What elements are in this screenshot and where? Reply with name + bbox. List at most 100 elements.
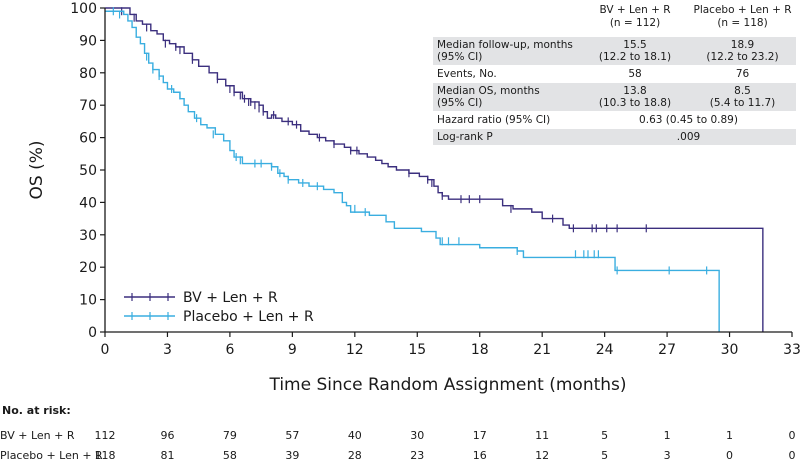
stats-row-value-placebo: 8.5 (5.4 to 11.7)	[689, 83, 796, 111]
x-tick-label: 9	[288, 342, 297, 358]
stats-row-value-bv-line: 15.5	[623, 39, 647, 51]
stats-row-value-bv-line: 58	[628, 68, 642, 80]
x-tick-label: 33	[783, 342, 800, 358]
at-risk-count: 5	[601, 449, 609, 462]
stats-row-value-line: 0.63 (0.45 to 0.89)	[639, 114, 738, 126]
stats-row-value: 0.63 (0.45 to 0.89)	[581, 112, 796, 128]
y-tick-label: 70	[79, 98, 97, 114]
stats-row: Median OS, months (95% CI) 13.8 (10.3 to 18…	[433, 82, 796, 111]
y-tick-label: 40	[79, 195, 97, 211]
stats-row-value-placebo: 76	[689, 66, 796, 82]
stats-header-bv-n: (n = 112)	[609, 17, 661, 29]
stats-row-value-bv-line: 13.8	[623, 85, 647, 97]
stats-row-value-placebo-line: 18.9	[730, 39, 755, 51]
x-tick-label: 18	[471, 342, 489, 358]
x-axis-title: Time Since Random Assignment (months)	[268, 375, 626, 395]
stats-header-blank	[433, 2, 581, 36]
x-tick-label: 21	[533, 342, 551, 358]
at-risk-count: 39	[285, 449, 300, 462]
stats-row: Median follow-up, months (95% CI) 15.5 (12.…	[433, 36, 796, 65]
stats-row: Events, No. 58 76	[433, 65, 796, 82]
at-risk-row: BV + Len + R 112 96 79 57 40 30 17 11 5 1 1 0	[0, 429, 800, 443]
y-tick-label: 30	[79, 228, 97, 244]
legend: BV + Len + R Placebo + Len + R	[124, 290, 314, 325]
at-risk-count: 1	[663, 429, 671, 442]
at-risk-count: 118	[94, 449, 116, 462]
y-tick-label: 50	[79, 163, 97, 179]
x-tick-label: 0	[101, 342, 110, 358]
stats-row-label: Median OS, months (95% CI)	[433, 83, 581, 111]
stats-header-placebo: Placebo + Len + R (n = 118)	[689, 2, 796, 36]
stats-row-value-placebo-line: (5.4 to 11.7)	[709, 97, 776, 109]
x-tick-label: 24	[596, 342, 614, 358]
stats-row: Hazard ratio (95% CI) 0.63 (0.45 to 0.89)	[433, 111, 796, 128]
stats-row-label: Events, No.	[433, 66, 581, 82]
stats-row-label-line: Events, No.	[437, 68, 497, 80]
x-tick-label: 30	[721, 342, 739, 358]
at-risk-count: 11	[535, 429, 550, 442]
at-risk-count: 3	[663, 449, 671, 462]
at-risk-count: 0	[788, 449, 796, 462]
x-tick-label: 27	[658, 342, 676, 358]
at-risk-count: 79	[222, 429, 237, 442]
stats-row-label-line: Hazard ratio (95% CI)	[437, 114, 551, 126]
stats-row-value-placebo-line: (12.2 to 23.2)	[706, 51, 779, 63]
y-tick-label: 60	[79, 131, 97, 147]
y-tick-label: 100	[70, 1, 97, 17]
stats-row-value-bv-line: (10.3 to 18.8)	[598, 97, 672, 109]
at-risk-count: 96	[160, 429, 175, 442]
stats-header-placebo-name: Placebo + Len + R	[693, 4, 792, 16]
at-risk-count: 0	[726, 449, 734, 462]
at-risk-count: 5	[601, 429, 609, 442]
legend-label-1: Placebo + Len + R	[183, 309, 314, 325]
series-line-1	[105, 10, 720, 332]
stats-row-value-bv: 15.5 (12.2 to 18.1)	[581, 37, 689, 65]
stats-row-value-placebo-line: 76	[735, 68, 750, 80]
at-risk-row-name: BV + Len + R	[0, 429, 75, 442]
at-risk-count: 112	[94, 429, 116, 442]
legend-label-0: BV + Len + R	[183, 290, 278, 306]
at-risk-count: 16	[472, 449, 487, 462]
stats-row-value-line: .009	[676, 131, 701, 143]
at-risk-count: 28	[347, 449, 362, 462]
y-tick-label: 10	[79, 293, 97, 309]
at-risk-count: 23	[410, 449, 425, 462]
stats-row-label-line: Log-rank P	[437, 131, 493, 143]
y-tick-label: 80	[79, 66, 97, 82]
stats-row-value-placebo-line: 8.5	[734, 85, 751, 97]
x-tick-label: 15	[408, 342, 426, 358]
at-risk-count: 58	[222, 449, 237, 462]
stats-row-label-line: Median OS, months	[437, 85, 540, 97]
at-risk-count: 57	[285, 429, 300, 442]
stats-row-label-line: (95% CI)	[437, 97, 483, 109]
stats-row: Log-rank P .009	[433, 128, 796, 145]
at-risk-count: 0	[788, 429, 796, 442]
stats-row-value-bv: 13.8 (10.3 to 18.8)	[581, 83, 689, 111]
at-risk-count: 12	[535, 449, 550, 462]
stats-row-value-bv-line: (12.2 to 18.1)	[598, 51, 672, 63]
stats-table: BV + Len + R (n = 112) Placebo + Len + R…	[433, 2, 796, 145]
stats-row-label: Log-rank P	[433, 129, 581, 145]
at-risk-count: 30	[410, 429, 425, 442]
y-tick-label: 20	[79, 260, 97, 276]
x-tick-label: 6	[225, 342, 234, 358]
x-tick-label: 3	[163, 342, 172, 358]
stats-row-value-placebo: 18.9 (12.2 to 23.2)	[689, 37, 796, 65]
at-risk-count: 40	[347, 429, 362, 442]
x-tick-label: 12	[346, 342, 364, 358]
stats-header-placebo-n: (n = 118)	[717, 17, 768, 29]
stats-header-bv: BV + Len + R (n = 112)	[581, 2, 689, 36]
at-risk-row: Placebo + Len + R 118 81 58 39 28 23 16 12 5 3 0 0	[0, 449, 800, 463]
stats-row-label-line: (95% CI)	[437, 51, 483, 63]
at-risk-row-name: Placebo + Len + R	[0, 449, 103, 462]
at-risk-count: 17	[472, 429, 487, 442]
stats-header: BV + Len + R (n = 112) Placebo + Len + R…	[433, 2, 796, 36]
stats-row-value-bv: 58	[581, 66, 689, 82]
at-risk-count: 1	[726, 429, 734, 442]
stats-row-value: .009	[581, 129, 796, 145]
stats-header-bv-name: BV + Len + R	[599, 4, 671, 16]
y-tick-label: 90	[79, 33, 97, 49]
km-chart: 0 10 20 30 40 50 60 70 80 90 100 0 3 6 9 12 15 18 21 24 27 30…	[27, 1, 800, 395]
y-axis-title: OS (%)	[27, 141, 47, 200]
stats-row-label-line: Median follow-up, months	[437, 39, 573, 51]
